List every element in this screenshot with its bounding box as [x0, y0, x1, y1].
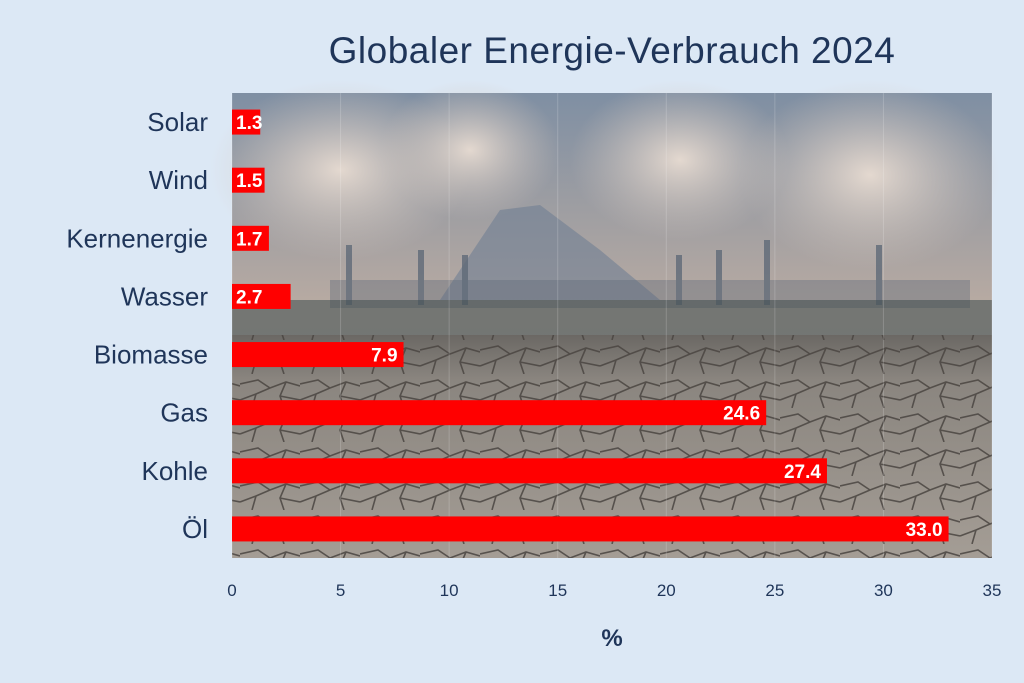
bar-biomasse — [232, 342, 404, 368]
category-label: Kernenergie — [66, 223, 208, 253]
bar-öl — [232, 516, 949, 542]
bar-kernenergie — [232, 225, 269, 251]
background-photo — [210, 80, 1000, 558]
x-tick-label: 35 — [983, 581, 1002, 600]
data-label: 24.6 — [723, 404, 760, 425]
bar-kohle — [232, 458, 827, 484]
data-label: 27.4 — [784, 462, 821, 483]
category-labels: Solar Wind Kernenergie Wasser Biomasse Gas Koh… — [66, 107, 208, 544]
category-label: Gas — [160, 398, 208, 428]
category-label: Solar — [147, 107, 208, 137]
x-tick-label: 0 — [227, 581, 236, 600]
x-tick-label: 30 — [874, 581, 893, 600]
x-tick-label: 15 — [548, 581, 567, 600]
bars: 1.3 1.5 1.7 2.7 7.9 24.6 27.4 33.0 — [232, 109, 949, 542]
data-label: 1.5 — [236, 171, 263, 192]
data-label: 33.0 — [906, 520, 943, 541]
bar-wasser — [232, 283, 291, 309]
x-tick-label: 25 — [765, 581, 784, 600]
x-axis-title: % — [601, 625, 622, 652]
data-label: 2.7 — [236, 287, 262, 308]
category-label: Wind — [149, 165, 208, 195]
category-label: Biomasse — [94, 340, 208, 370]
bar-gas — [232, 400, 767, 426]
category-label: Kohle — [142, 456, 209, 486]
x-tick-label: 20 — [657, 581, 676, 600]
data-label: 1.7 — [236, 229, 262, 250]
x-tick-label: 5 — [336, 581, 345, 600]
category-label: Öl — [182, 514, 208, 544]
data-label: 7.9 — [371, 346, 397, 367]
bar-wind — [232, 167, 265, 193]
data-label: 1.3 — [236, 113, 262, 134]
x-tick-labels: 0 5 10 15 20 25 30 35 — [227, 581, 1001, 600]
chart-title: Globaler Energie-Verbrauch 2024 — [328, 30, 896, 71]
x-tick-label: 10 — [440, 581, 459, 600]
bar-solar — [232, 109, 261, 135]
category-label: Wasser — [121, 281, 208, 311]
